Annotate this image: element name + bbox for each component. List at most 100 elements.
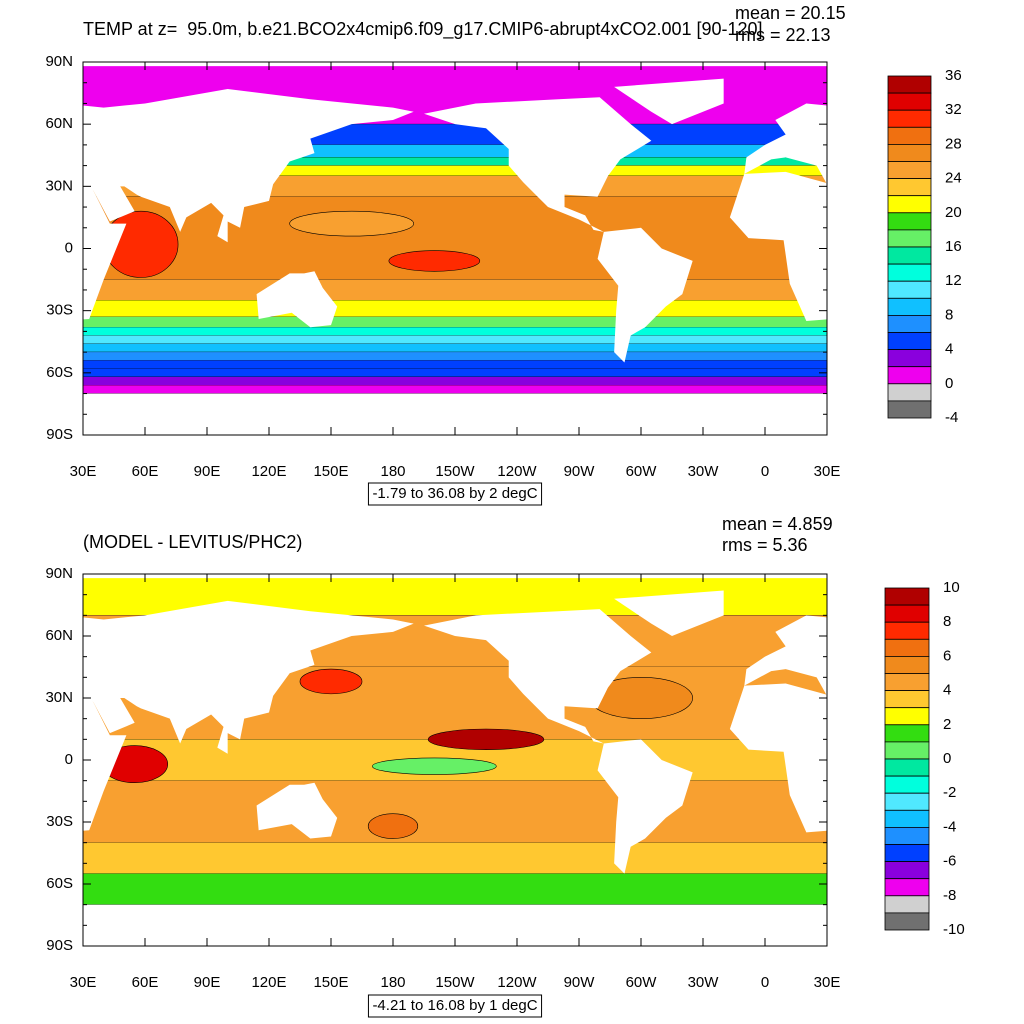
field-band — [83, 316, 827, 328]
lon-label: 120E — [251, 463, 286, 480]
lat-label: 90N — [45, 565, 73, 582]
field-band — [83, 335, 827, 344]
colorbar-box — [887, 246, 932, 265]
colorbar-label: -2 — [943, 784, 956, 801]
map — [83, 578, 827, 946]
lat-label: 90N — [45, 53, 73, 70]
stat: rms = 5.36 — [722, 535, 808, 555]
field-patch — [427, 728, 545, 750]
colorbar-box — [884, 861, 930, 880]
colorbar-box — [884, 844, 930, 863]
field-patch — [289, 210, 414, 237]
lon-label: 90E — [194, 463, 221, 480]
lon-label: 120W — [497, 463, 537, 480]
field-band — [83, 842, 827, 874]
lon-label: 30W — [688, 974, 720, 991]
colorbar-label: 2 — [943, 716, 951, 733]
colorbar-box — [884, 587, 930, 606]
colorbar-label: 8 — [943, 613, 951, 630]
colorbar-box — [884, 912, 930, 931]
colorbar-label: 8 — [945, 306, 953, 323]
panel-title: (MODEL - LEVITUS/PHC2) — [83, 532, 302, 552]
land — [597, 227, 693, 363]
lat-label: 30S — [46, 302, 73, 319]
lon-label: 120W — [497, 974, 537, 991]
colorbar-box — [887, 366, 932, 385]
range-box — [367, 482, 543, 506]
lon-label: 0 — [761, 974, 769, 991]
lat-label: 60N — [45, 115, 73, 132]
colorbar-box — [887, 212, 932, 231]
land — [729, 683, 827, 833]
field-band — [83, 385, 827, 394]
lon-label: 180 — [380, 974, 405, 991]
land — [424, 97, 652, 232]
colorbar-box — [884, 878, 930, 897]
field-band — [83, 157, 827, 166]
colorbar-box — [884, 758, 930, 777]
lon-label: 60E — [132, 974, 159, 991]
colorbar-box — [887, 161, 932, 180]
colorbar-box — [887, 314, 932, 333]
colorbar-box — [887, 109, 932, 128]
colorbar-label: 24 — [945, 170, 962, 187]
stat: mean = 4.859 — [722, 514, 833, 534]
stat: mean = 20.15 — [735, 3, 846, 23]
lon-label: 30E — [814, 463, 841, 480]
colorbar-label: 28 — [945, 135, 962, 152]
lat-label: 0 — [65, 239, 73, 256]
colorbar-box — [884, 638, 930, 657]
lat-label: 30N — [45, 177, 73, 194]
field-patch — [299, 668, 363, 695]
lon-label: 30W — [688, 463, 720, 480]
field-band — [83, 343, 827, 353]
lon-label: 60W — [626, 463, 658, 480]
colorbar-box — [884, 827, 930, 845]
colorbar-box — [887, 263, 932, 282]
colorbar-box — [884, 673, 930, 692]
colorbar-box — [884, 621, 930, 640]
land — [83, 88, 414, 243]
lon-label: 120E — [251, 974, 286, 991]
range-box — [367, 994, 543, 1018]
land — [744, 615, 827, 696]
colorbar-box — [884, 707, 930, 726]
colorbar-box — [887, 400, 932, 419]
colorbar-box — [887, 75, 932, 94]
colorbar-box — [887, 297, 932, 316]
lon-label: 30E — [814, 974, 841, 991]
field-band — [83, 352, 827, 361]
colorbar-label: 6 — [943, 647, 951, 664]
colorbar-label: 36 — [945, 67, 962, 84]
lat-label: 0 — [65, 751, 73, 768]
land — [83, 694, 127, 831]
colorbar-box — [887, 280, 932, 299]
land — [744, 103, 827, 185]
lon-label: 30E — [70, 463, 97, 480]
field-band — [83, 300, 827, 317]
lon-label: 180 — [380, 463, 405, 480]
colorbar-box — [887, 178, 932, 197]
colorbar-label: 10 — [943, 579, 960, 596]
lat-label: 90S — [46, 937, 73, 954]
colorbar-label: 20 — [945, 204, 962, 221]
lon-label: 150E — [313, 463, 348, 480]
colorbar-label: 0 — [943, 750, 951, 767]
lon-label: 90W — [564, 974, 596, 991]
lat-label: 60S — [46, 875, 73, 892]
lat-label: 30S — [46, 813, 73, 830]
colorbar-label: -6 — [943, 853, 956, 870]
field-band — [83, 376, 827, 386]
colorbar-label: -4 — [945, 409, 958, 426]
colorbar-box — [884, 809, 930, 828]
colorbar-box — [884, 741, 930, 760]
colorbar-label: 4 — [943, 682, 951, 699]
colorbar-label: 12 — [945, 272, 962, 289]
land — [424, 609, 652, 744]
field-band — [83, 873, 827, 905]
colorbar-box — [884, 792, 930, 811]
field-patch — [367, 813, 419, 839]
land — [729, 171, 827, 322]
range-label: -4.21 to 16.08 by 1 degC — [372, 997, 537, 1014]
colorbar-box — [887, 229, 932, 248]
